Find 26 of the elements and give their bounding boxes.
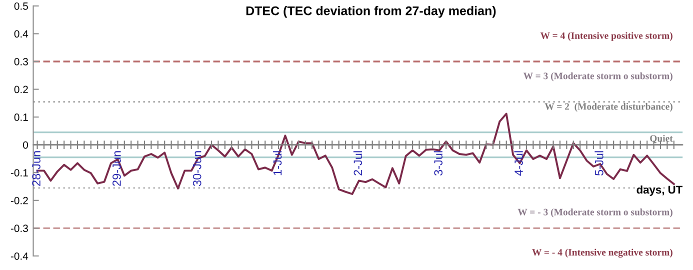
annotation: Quiet bbox=[650, 134, 673, 144]
y-tick-label: -0.3 bbox=[10, 224, 28, 232]
y-tick-label: 0.1 bbox=[14, 114, 28, 121]
y-tick-label: -0.4 bbox=[10, 252, 28, 260]
y-tick-label: -0.1 bbox=[10, 169, 28, 176]
x-axis-title: days, UT bbox=[636, 186, 682, 196]
annotation: W = 4 (Intensive positive storm) bbox=[540, 32, 672, 41]
annotation: W = 2 (Moderate disturbance) bbox=[544, 102, 672, 112]
annotation: W = - 4 (Intensive negative storm) bbox=[532, 248, 672, 258]
x-tick-label: 30-Jun bbox=[192, 151, 202, 186]
annotation: W = 3 (Moderate storm o substorm) bbox=[523, 72, 672, 82]
chart-title: DTEC (TEC deviation from 27-day median) bbox=[246, 6, 496, 18]
x-tick-label: 5-Jul bbox=[594, 151, 604, 176]
y-tick-label: 0 bbox=[23, 141, 28, 149]
y-tick-label: 0.5 bbox=[14, 2, 28, 10]
x-tick-label: 4-Jul bbox=[514, 151, 523, 176]
y-tick-label: -0.2 bbox=[10, 196, 28, 204]
annotation: W = - 3 (Moderate storm o substorm) bbox=[518, 208, 672, 218]
y-tick-label: 0.2 bbox=[14, 86, 28, 94]
x-tick-label: 28-Jun bbox=[32, 151, 40, 186]
x-tick-label: 1-Jul bbox=[273, 151, 282, 176]
x-tick-label: 29-Jun bbox=[112, 151, 121, 186]
x-tick-label: 2-Jul bbox=[353, 151, 362, 176]
y-tick-label: 0.4 bbox=[14, 30, 28, 38]
x-tick-label: 3-Jul bbox=[434, 151, 443, 176]
y-tick-label: 0.3 bbox=[14, 58, 28, 66]
